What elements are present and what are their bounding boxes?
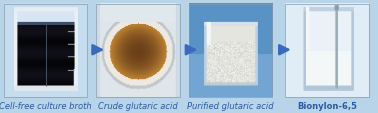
Text: Purified glutaric acid: Purified glutaric acid xyxy=(187,101,274,109)
Text: Bionylon-6,5: Bionylon-6,5 xyxy=(297,101,357,109)
Text: Crude glutaric acid: Crude glutaric acid xyxy=(98,101,178,109)
Text: Cell-free culture broth: Cell-free culture broth xyxy=(0,101,92,109)
